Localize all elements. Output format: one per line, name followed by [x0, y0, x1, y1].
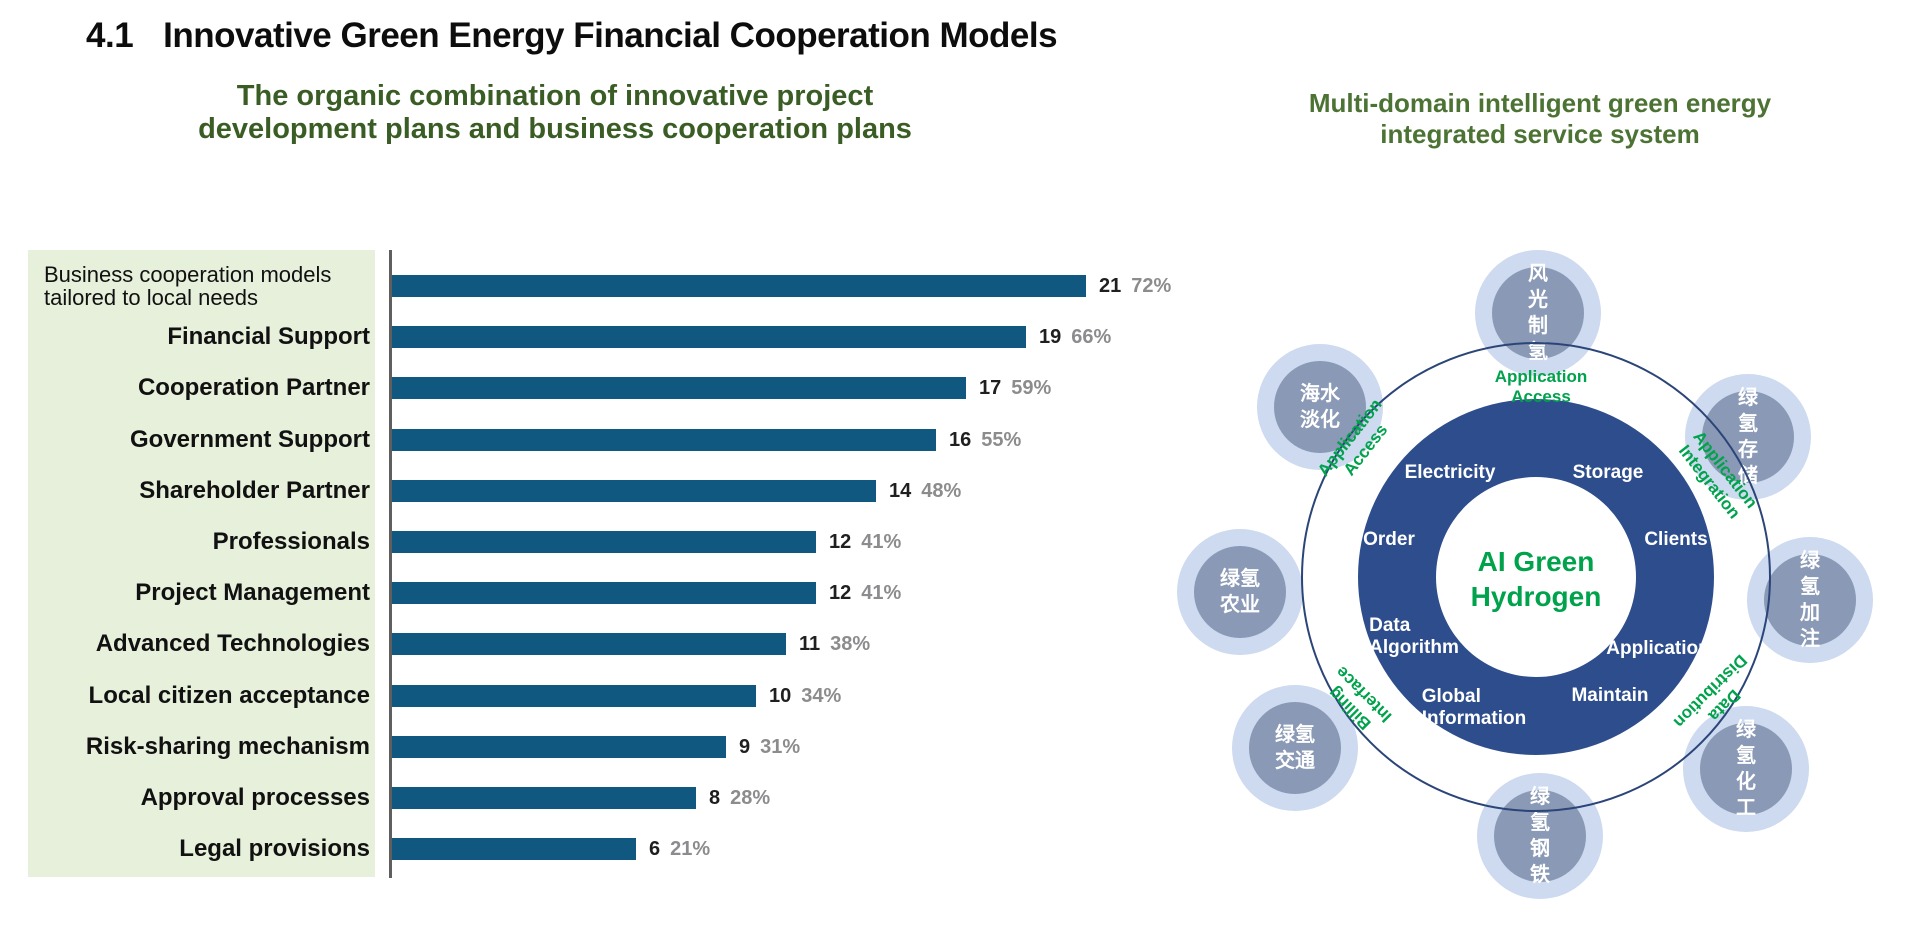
satellite-label: 绿氢 交通 [1275, 724, 1315, 772]
ring-label: Data Algorithm [1369, 615, 1459, 658]
bar [392, 428, 936, 451]
connector-label: Application Access [1494, 367, 1588, 406]
bar-percent: 38% [830, 633, 871, 656]
bar [392, 787, 696, 809]
ring-label: Application [1606, 638, 1710, 659]
bar-count: 12 [829, 582, 852, 605]
bar-percent: 28% [730, 787, 771, 809]
bar-chart-title: The organic combination of innovative pr… [198, 80, 912, 145]
category-label: Business cooperation models tailored to … [44, 262, 332, 310]
bar-count: 12 [829, 531, 852, 553]
ring-label: Global Information [1421, 686, 1527, 729]
bar-value-labels: 12 41% [829, 582, 901, 604]
bar-count: 16 [949, 428, 972, 451]
bar-value-labels: 11 38% [799, 633, 870, 655]
bar-percent: 41% [861, 531, 902, 553]
center-label: AI Green Hydrogen [1470, 546, 1602, 612]
category-label: Advanced Technologies [95, 630, 370, 658]
category-label: Financial Support [167, 323, 370, 351]
bar [392, 479, 876, 502]
category-label: Approval processes [140, 784, 370, 811]
outer-ring-circle [1301, 342, 1771, 812]
bar-percent: 48% [921, 479, 962, 502]
bar-count: 9 [739, 735, 751, 758]
satellite-circle [1700, 723, 1792, 815]
bar [392, 838, 636, 861]
section-title-text: Innovative Green Energy Financial Cooper… [163, 16, 1058, 55]
ring-label: Maintain [1571, 685, 1649, 706]
bar [392, 633, 786, 656]
bar-percent: 59% [1011, 377, 1052, 400]
bar-value-labels: 14 48% [889, 480, 961, 502]
satellite-label: 绿氢 农业 [1220, 568, 1260, 616]
center-circle [1436, 477, 1636, 677]
page-title: 4.1 Innovative Green Energy Financial Coo… [86, 16, 1058, 56]
satellite-label: 海水 淡化 [1300, 383, 1340, 431]
category-label: Professionals [212, 528, 370, 555]
ring-label: Storage [1572, 462, 1644, 483]
ring-label: Clients [1644, 529, 1708, 550]
category-label: Shareholder Partner [139, 476, 370, 504]
bar-count: 21 [1099, 275, 1122, 297]
bar-value-labels: 10 34% [769, 685, 841, 707]
bar-count: 11 [799, 633, 821, 656]
bar-percent: 41% [861, 582, 902, 605]
category-label: Legal provisions [179, 835, 370, 863]
ring-label: Electricity [1404, 462, 1496, 483]
bar [392, 582, 816, 605]
bar [392, 377, 966, 400]
satellite-circle [1249, 702, 1341, 794]
bar-value-labels: 21 72% [1099, 275, 1171, 297]
bar-count: 14 [889, 479, 912, 502]
category-label: Cooperation Partner [137, 374, 370, 402]
category-label: Project Management [135, 579, 370, 607]
category-label: Risk-sharing mechanism [85, 732, 370, 760]
bar-percent: 34% [801, 684, 842, 707]
bar-value-labels: 17 59% [979, 377, 1051, 399]
bar-count: 17 [979, 377, 1002, 400]
chart-axis [389, 250, 392, 878]
category-label: Government Support [129, 425, 370, 453]
bar-value-labels: 19 66% [1039, 326, 1111, 348]
bar [392, 735, 726, 758]
bar-value-labels: 8 28% [709, 787, 770, 809]
bar-percent: 31% [760, 735, 801, 758]
bar-value-labels: 12 41% [829, 531, 901, 553]
bar-percent: 21% [670, 838, 711, 861]
bar-percent: 66% [1071, 326, 1112, 349]
ring-label: Order [1363, 529, 1415, 550]
bar [392, 684, 756, 707]
bar-count: 19 [1039, 326, 1062, 349]
section-number: 4.1 [86, 16, 134, 55]
category-panel [28, 250, 375, 877]
bar [392, 531, 816, 553]
satellite-label: 绿氢 加注 [1800, 550, 1820, 650]
bar-percent: 55% [981, 428, 1022, 451]
bar-count: 10 [769, 684, 792, 707]
bar-value-labels: 9 31% [739, 736, 800, 758]
bar-value-labels: 6 21% [649, 838, 710, 860]
bar [392, 326, 1026, 349]
bar-value-labels: 16 55% [949, 429, 1021, 451]
diagram-title: Multi-domain intelligent green energy in… [1308, 88, 1772, 149]
satellite-label: 绿氢 化工 [1736, 719, 1756, 819]
bar-count: 6 [649, 838, 661, 861]
satellite-circle [1764, 554, 1856, 646]
category-label: Local citizen acceptance [88, 681, 370, 709]
satellite-circle [1194, 546, 1286, 638]
bar [392, 275, 1086, 297]
bar-count: 8 [709, 787, 721, 809]
bar-percent: 72% [1131, 275, 1172, 297]
